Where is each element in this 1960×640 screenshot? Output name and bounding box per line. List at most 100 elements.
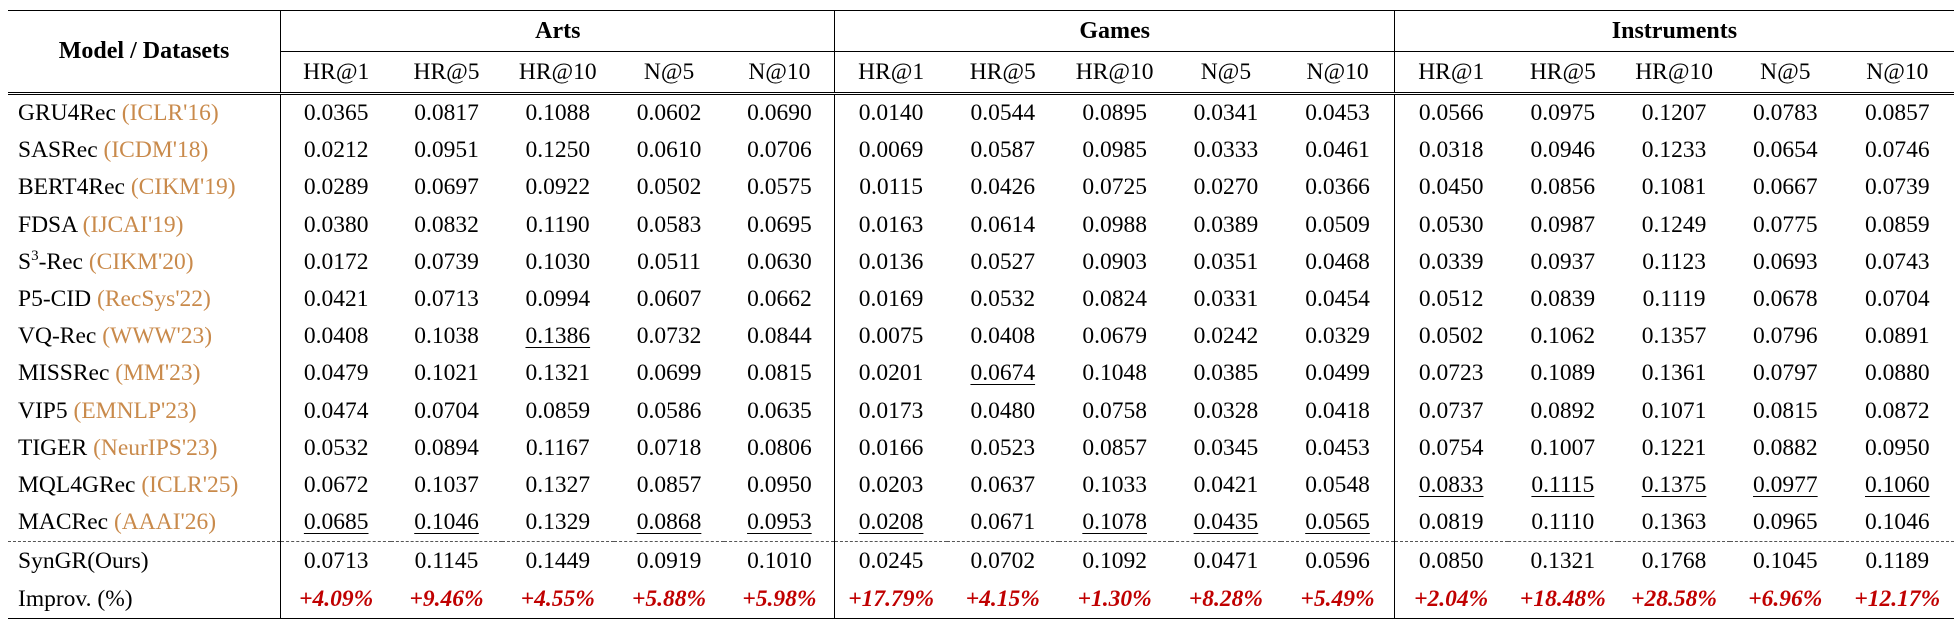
improvement-value: +4.09%: [299, 585, 374, 612]
metric-value: 0.1115: [1531, 471, 1595, 498]
improvement-cell: +12.17%: [1840, 580, 1954, 620]
table-row: VIP5 (EMNLP'23) 0.0474 0.0704 0.0859 0.0586 0…: [8, 392, 1954, 430]
ours-name: SynGR(Ours): [8, 541, 282, 581]
metric-value: 0.0950: [1865, 434, 1930, 461]
metric-value: 0.0859: [1865, 211, 1930, 238]
metric-cell: 0.0208: [835, 504, 947, 542]
metric-value: 0.1233: [1641, 137, 1707, 164]
metric-value: 0.0450: [1418, 174, 1484, 201]
improvement-cell: +4.55%: [501, 580, 614, 620]
metric-value: 0.0565: [1305, 509, 1370, 536]
metric-header-games-hr-at-1: HR@1: [834, 51, 947, 95]
metric-cell: 0.0389: [1171, 207, 1282, 244]
metric-value: 0.0380: [303, 211, 369, 238]
metric-value: 0.0937: [1530, 248, 1596, 275]
metric-cell: 0.1327: [502, 467, 614, 504]
metric-value: 0.0662: [747, 286, 812, 313]
metric-value: 0.1033: [1082, 471, 1147, 498]
metric-cell: 0.1030: [502, 244, 614, 281]
metric-cell: 0.0468: [1281, 243, 1395, 281]
model-name: MQL4GRec: [18, 471, 136, 498]
metric-cell: 0.0366: [1281, 169, 1395, 207]
metric-cell: 0.0994: [502, 281, 614, 318]
metric-cell: 0.0479: [281, 355, 392, 392]
table-row: BERT4Rec (CIKM'19) 0.0289 0.0697 0.0922 0.05…: [8, 169, 1954, 207]
model-name-superscript: 3: [31, 248, 39, 265]
metric-value: 0.0654: [1753, 137, 1818, 164]
metric-cell: 0.0758: [1059, 393, 1171, 430]
metric-value: 0.0903: [1082, 248, 1147, 275]
metric-value: 0.0872: [1865, 397, 1930, 424]
model-name-suffix: -Rec: [38, 248, 83, 275]
metric-cell: 0.0163: [835, 207, 947, 244]
improvement-cell: +5.98%: [724, 580, 836, 620]
group-header-row: Model / Datasets Arts Games Instruments: [8, 10, 1954, 95]
metric-header-row: HR@1 HR@5 HR@10 N@5 N@10 HR@1 HR@5 HR@10 N@5 N@10…: [8, 51, 1954, 95]
metric-value: 0.0418: [1305, 397, 1370, 424]
metric-cell: 0.1046: [1841, 504, 1954, 542]
improvement-label: Improv. (%): [8, 580, 282, 620]
metric-value: 0.0408: [970, 323, 1036, 350]
metric-cell: 0.0857: [614, 467, 725, 504]
metric-cell: 0.0706: [724, 132, 836, 170]
metric-value: 0.0953: [747, 509, 812, 536]
metric-value: 0.0690: [747, 100, 812, 127]
metric-cell: 0.0586: [614, 393, 725, 430]
games-group-header: Games: [834, 10, 1395, 52]
metric-value: 0.0671: [970, 509, 1036, 536]
metric-value: 0.1046: [414, 509, 479, 536]
model-name: VIP5: [18, 397, 68, 424]
metric-value: 0.0706: [747, 137, 812, 164]
metric-value: 0.0637: [970, 471, 1036, 498]
metric-value: 0.0857: [636, 471, 702, 498]
metric-value: 0.0839: [1530, 286, 1596, 313]
metric-cell: 0.0318: [1394, 132, 1507, 169]
improvement-cell: +8.28%: [1170, 580, 1282, 620]
model-name: VQ-Rec: [18, 323, 97, 350]
metric-cell: 0.0739: [391, 244, 502, 281]
metric-value: 0.1037: [414, 471, 479, 498]
metric-value: 0.0614: [970, 211, 1036, 238]
metric-value: 0.0212: [303, 137, 369, 164]
metric-cell: 0.0950: [724, 466, 836, 505]
metric-value: 0.0339: [1418, 248, 1484, 275]
metric-cell: 0.0527: [947, 244, 1059, 281]
metric-value: 0.0985: [1082, 137, 1147, 164]
metric-cell: 0.0746: [1841, 132, 1954, 169]
metric-value: 0.0988: [1082, 211, 1147, 238]
metric-cell: 0.0532: [281, 430, 392, 467]
metric-cell: 0.1062: [1508, 318, 1619, 355]
metric-value: 0.0704: [1865, 286, 1930, 313]
metric-value: 0.0743: [1865, 248, 1930, 275]
metric-value: 0.0502: [636, 174, 702, 201]
metric-value: 0.0069: [858, 137, 924, 164]
metric-cell: 0.0512: [1394, 281, 1507, 318]
metric-value: 0.0635: [747, 397, 812, 424]
metric-value: 0.0891: [1865, 323, 1930, 350]
improvement-value: +5.88%: [631, 585, 707, 612]
metric-header-arts-n-at-10: N@10: [724, 51, 836, 95]
metric-value: 0.0527: [970, 248, 1036, 275]
model-name-cell: VIP5 (EMNLP'23): [8, 392, 282, 430]
metric-cell: 0.0069: [835, 132, 947, 169]
metric-cell: 0.1361: [1618, 355, 1730, 392]
metric-value: 0.0844: [747, 323, 812, 350]
metric-cell: 0.0892: [1508, 393, 1619, 430]
metric-cell: 0.0718: [614, 430, 725, 467]
metric-cell: 0.0819: [1394, 504, 1507, 542]
metric-value: 0.0892: [1530, 397, 1596, 424]
metric-cell: 0.0839: [1508, 281, 1619, 318]
model-name-cell: P5-CID (RecSys'22): [8, 280, 282, 319]
improvement-cell: +6.96%: [1730, 580, 1841, 620]
metric-value: 0.0318: [1418, 137, 1484, 164]
metric-value: 0.1089: [1530, 360, 1596, 387]
metric-value: 0.0796: [1753, 323, 1818, 350]
metric-value: 0.0975: [1530, 100, 1596, 127]
metric-cell: 0.0857: [1059, 430, 1171, 467]
venue-citation: (AAAI'26): [113, 509, 217, 536]
improvement-value: +18.48%: [1519, 585, 1606, 612]
metric-value: 0.0758: [1082, 397, 1147, 424]
metric-value: 0.0270: [1193, 174, 1259, 201]
metric-cell: 0.0502: [1394, 318, 1507, 355]
metric-value: 0.0946: [1530, 137, 1596, 164]
